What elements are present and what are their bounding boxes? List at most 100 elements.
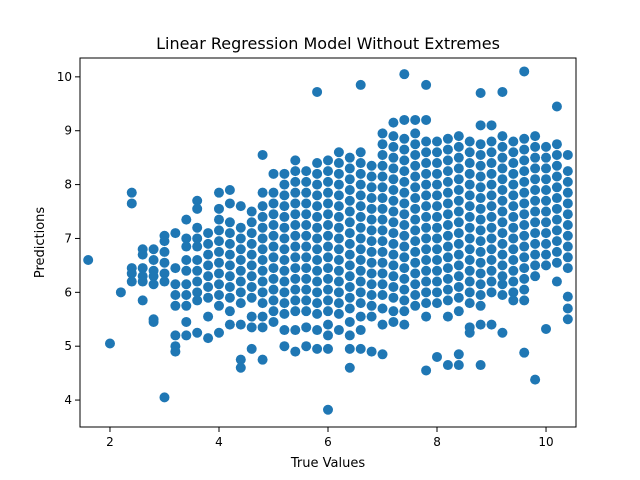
data-point (453, 292, 464, 303)
data-point (181, 290, 192, 301)
data-point (475, 236, 486, 247)
data-point (453, 260, 464, 271)
data-point (246, 249, 257, 260)
data-point (486, 147, 497, 158)
data-point (312, 255, 323, 266)
data-point (410, 149, 421, 160)
data-point (475, 139, 486, 150)
data-point (257, 287, 268, 298)
data-point (497, 217, 508, 228)
data-point (333, 190, 344, 201)
data-point (290, 187, 301, 198)
data-point (213, 257, 224, 268)
data-point (301, 219, 312, 230)
data-point (475, 268, 486, 279)
data-point (399, 284, 410, 295)
data-point (323, 263, 333, 274)
data-point (399, 273, 410, 284)
data-point (497, 195, 508, 206)
data-point (497, 206, 508, 217)
data-point (508, 233, 519, 244)
data-point (257, 149, 268, 160)
data-point (508, 179, 519, 190)
data-point (497, 152, 508, 163)
data-point (475, 149, 486, 160)
data-point (257, 255, 268, 266)
data-point (399, 155, 410, 166)
data-point (486, 233, 497, 244)
data-point (432, 255, 443, 266)
data-point (333, 233, 344, 244)
data-point (442, 155, 453, 166)
data-point (475, 203, 486, 214)
data-point (213, 300, 224, 311)
data-point (541, 174, 552, 185)
data-point (323, 319, 333, 330)
data-point (453, 163, 464, 174)
data-point (410, 246, 421, 257)
x-axis-ticks: 2 4 6 8 10 (106, 427, 554, 449)
data-point (192, 195, 203, 206)
data-point (301, 209, 312, 220)
data-point (551, 101, 562, 112)
data-point (497, 141, 508, 152)
data-point (279, 244, 290, 255)
data-point (366, 193, 377, 204)
data-point (421, 298, 432, 309)
data-point (388, 117, 399, 128)
data-point (410, 203, 421, 214)
data-point (475, 360, 486, 371)
data-point (344, 206, 355, 217)
data-point (312, 190, 323, 201)
data-point (377, 349, 388, 360)
data-point (530, 271, 541, 282)
data-point (464, 201, 475, 212)
data-point (257, 201, 268, 212)
data-point (497, 228, 508, 239)
data-point (312, 201, 323, 212)
data-point (355, 168, 366, 179)
data-point (192, 327, 203, 338)
data-point (388, 316, 399, 327)
data-point (541, 249, 552, 260)
data-point (323, 230, 333, 241)
data-point (388, 271, 399, 282)
data-point (541, 163, 552, 174)
data-point (333, 325, 344, 336)
data-point (421, 222, 432, 233)
data-point (551, 160, 562, 171)
data-point (442, 230, 453, 241)
data-point (421, 365, 432, 376)
data-point (475, 88, 486, 99)
data-point (290, 295, 301, 306)
data-point (213, 203, 224, 214)
data-point (268, 273, 279, 284)
data-point (192, 255, 203, 266)
data-point (344, 163, 355, 174)
data-point (421, 287, 432, 298)
data-point (464, 190, 475, 201)
data-point (421, 190, 432, 201)
data-point (508, 222, 519, 233)
data-point (519, 144, 530, 155)
data-point (301, 198, 312, 209)
data-point (399, 241, 410, 252)
data-point (497, 327, 508, 338)
data-point (355, 265, 366, 276)
data-point (192, 276, 203, 287)
data-point (224, 198, 235, 209)
data-point (224, 281, 235, 292)
data-point (551, 236, 562, 247)
data-point (399, 133, 410, 144)
x-tick-label: 8 (433, 435, 441, 449)
data-point (475, 300, 486, 311)
data-point (399, 166, 410, 177)
data-point (366, 346, 377, 357)
data-point (388, 184, 399, 195)
data-point (181, 300, 192, 311)
data-point (126, 198, 137, 209)
data-point (312, 244, 323, 255)
data-point (246, 271, 257, 282)
data-point (355, 211, 366, 222)
data-point (312, 211, 323, 222)
